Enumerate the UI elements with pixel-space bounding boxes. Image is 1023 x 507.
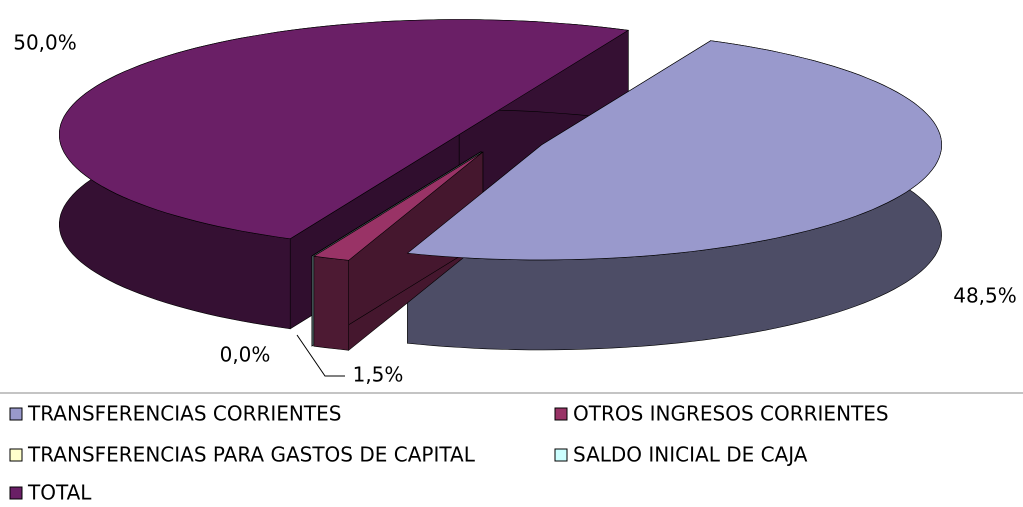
data-label: 0,0%: [220, 343, 271, 367]
legend-swatch: [9, 448, 23, 462]
legend-label: SALDO INICIAL DE CAJA: [573, 443, 808, 467]
legend-swatch: [554, 448, 568, 462]
slice-side: [313, 255, 349, 351]
legend-label: TRANSFERENCIAS PARA GASTOS DE CAPITAL: [27, 443, 476, 467]
data-label: 50,0%: [13, 31, 77, 55]
leader-line: [296, 334, 345, 377]
legend-swatch: [9, 486, 23, 500]
slice: [406, 40, 942, 261]
legend-label: TOTAL: [27, 481, 92, 505]
data-label: 1,5%: [353, 363, 404, 387]
legend-swatch: [554, 407, 568, 421]
slice: [313, 151, 484, 261]
legend-swatch: [9, 407, 23, 421]
legend-label: OTROS INGRESOS CORRIENTES: [573, 402, 889, 426]
legend-label: TRANSFERENCIAS CORRIENTES: [27, 402, 341, 426]
data-label: 48,5%: [953, 284, 1017, 308]
slice: [59, 19, 630, 240]
slice: [311, 151, 482, 257]
